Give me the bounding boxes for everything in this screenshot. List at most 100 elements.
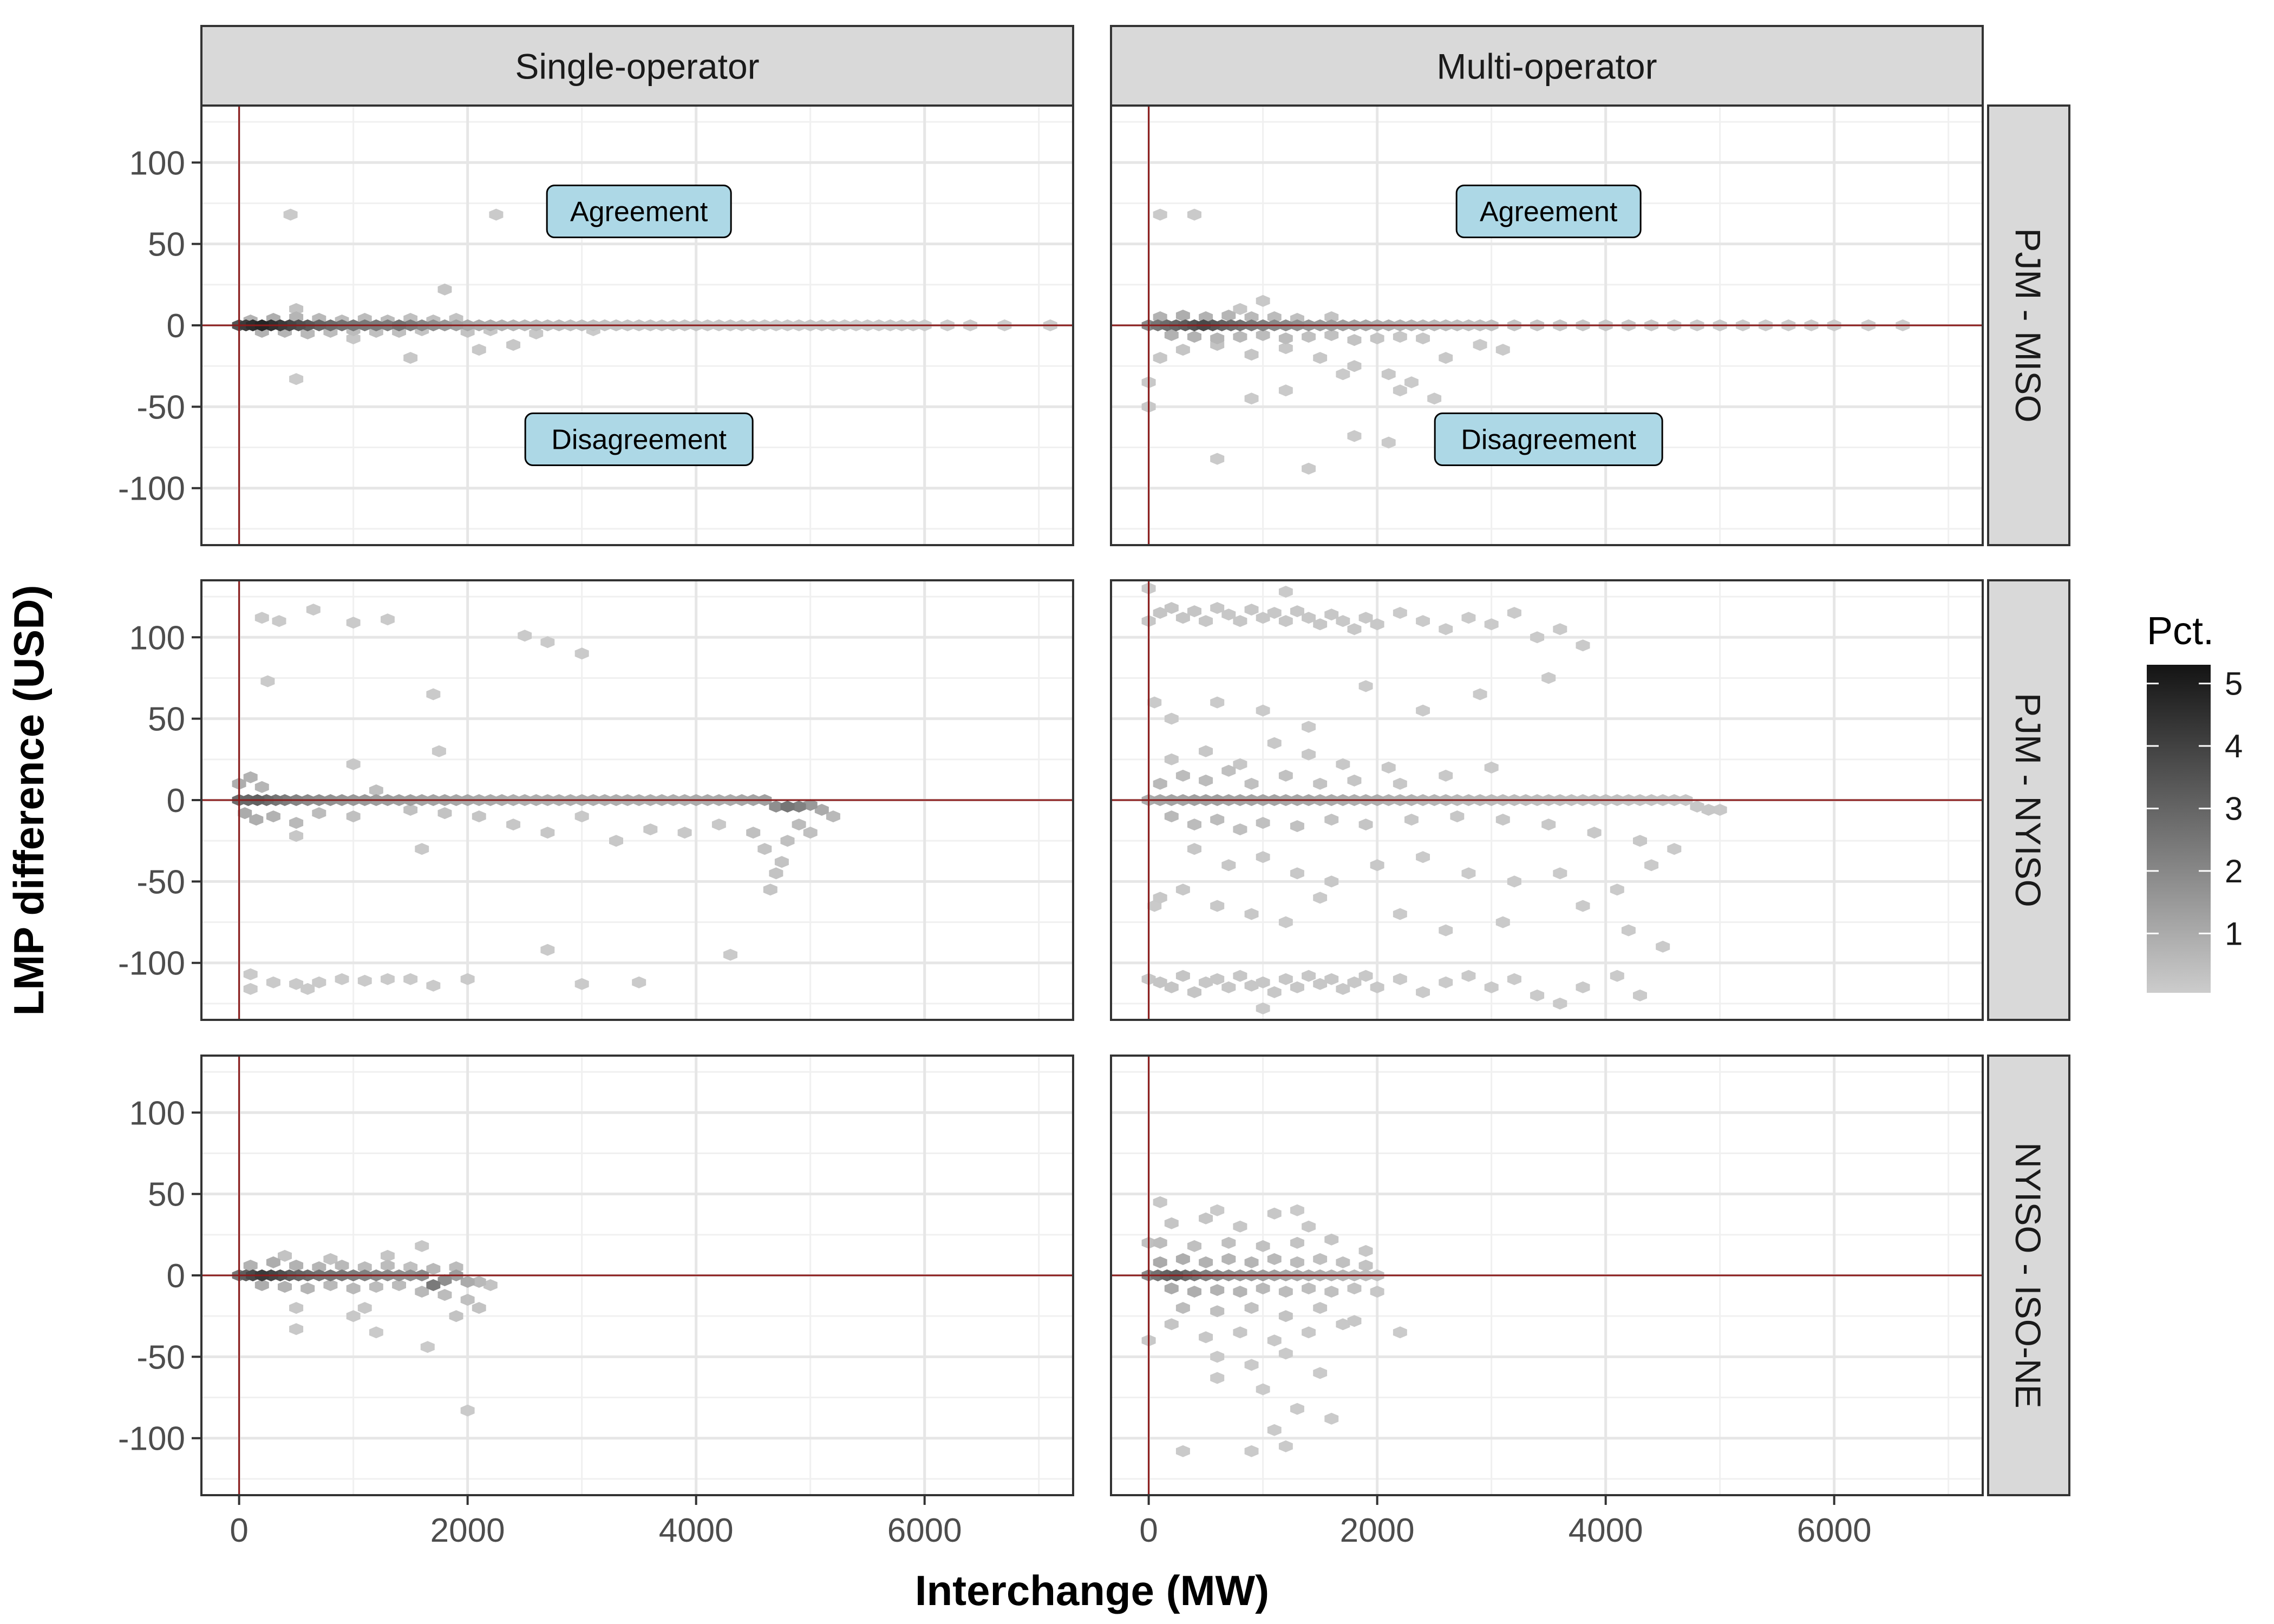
hexbin-cell (1507, 973, 1521, 985)
hexbin-cell (1404, 814, 1419, 826)
hexbin-cell (437, 1289, 452, 1301)
hexbin-cell (1278, 916, 1293, 928)
hexbin-cell (335, 973, 349, 985)
hexbin-cell (1147, 900, 1162, 912)
x-tick-label: 2000 (430, 1512, 505, 1549)
hexbin-cell (1336, 758, 1350, 770)
hexbin-cell (1267, 1253, 1282, 1265)
hexbin-cell (472, 810, 486, 823)
hexbin-cell (506, 818, 520, 831)
hexbin-cell (1461, 867, 1476, 880)
hexbin-cell (1450, 810, 1465, 823)
hexbin-cell (1199, 774, 1213, 787)
y-tick-label: 100 (129, 1095, 185, 1132)
hexbin-cell (1187, 1286, 1201, 1298)
hexbin-cell (1175, 1253, 1190, 1265)
hexbin-cell (369, 1326, 383, 1339)
hexbin-cell (1473, 688, 1487, 700)
hexbin-cell (472, 1276, 486, 1288)
hexbin-cell (1210, 1284, 1225, 1296)
hexbin-cell (1302, 970, 1316, 982)
hexbin-cell (1347, 976, 1362, 988)
y-tick-label: -50 (136, 863, 185, 901)
hexbin-cell (1210, 973, 1225, 985)
hexbin-cell (1153, 777, 1167, 790)
hexbin-cell (1336, 368, 1350, 381)
hexbin-cell (1153, 976, 1167, 988)
y-tick-label: -50 (136, 389, 185, 426)
hexbin-cell (1370, 1286, 1384, 1298)
hexbin-cell (1267, 1207, 1282, 1220)
hexbin-cell (426, 688, 441, 700)
strip-background (1987, 104, 2070, 546)
hexbin-cell (1313, 1302, 1328, 1314)
hexbin-cell (472, 344, 486, 356)
hexbin-cell (1199, 1331, 1213, 1344)
hexbin-cell (272, 615, 286, 627)
hexbin-cell (1324, 1286, 1339, 1298)
hexbin-cell (1358, 970, 1373, 982)
hexbin-cell (1416, 615, 1430, 627)
legend-tick-label: 3 (2225, 790, 2243, 827)
strip-background (1110, 25, 1984, 107)
hexbin-cell (1164, 602, 1179, 614)
strip-pjm-nyiso: PJM - NYISO (1987, 579, 2070, 1021)
hexbin-cell (1302, 1282, 1316, 1295)
annotation-box (524, 412, 754, 467)
strip-label: PJM - MISO (2008, 228, 2048, 422)
hexbin-cell (432, 745, 446, 757)
hexbin-cell (1187, 986, 1201, 998)
hexbin-cell (1576, 981, 1590, 993)
hexbin-cell (1347, 360, 1362, 372)
hexbin-cell (1290, 1256, 1304, 1268)
hexbin-cell (346, 617, 361, 629)
hexbin-cell (1370, 618, 1384, 631)
hexbin-cell (1290, 981, 1304, 993)
hexbin-cell (1256, 294, 1270, 307)
hexbin-cell (1633, 989, 1647, 1001)
hexbin-cell (1233, 823, 1247, 836)
hexbin-cell (1393, 973, 1407, 985)
hexbin-cell (1290, 1403, 1304, 1415)
hexbin-cell (415, 1240, 429, 1252)
hexbin-cell (1187, 605, 1201, 618)
hexbin-cell (1290, 1204, 1304, 1216)
hexbin-cell (1427, 392, 1442, 405)
hexbin-cell (769, 867, 783, 880)
hexbin-cell (1313, 978, 1328, 990)
hexbin-cell (357, 1302, 372, 1314)
hexbin-cell (254, 612, 269, 624)
hexbin-cell (289, 1302, 304, 1314)
hexbin-cell (1187, 208, 1201, 221)
hexbin-cell (1199, 745, 1213, 757)
hexbin-cell (1393, 908, 1407, 920)
hexbin-cell (381, 1260, 395, 1272)
hexbin-cell (1302, 331, 1316, 343)
hexbin-cell (1393, 1326, 1407, 1339)
hexbin-cell (574, 810, 589, 823)
hexbin-cell (1302, 721, 1316, 733)
hexbin-cell (1381, 436, 1396, 449)
hexbin-cell (346, 758, 361, 770)
hexbin-cell (1175, 344, 1190, 356)
hexbin-cell (1347, 774, 1362, 787)
hexbin-cell (1530, 989, 1545, 1001)
hexbin-cell (1347, 623, 1362, 636)
hexbin-cell (1199, 1256, 1213, 1268)
hexbin-cell (1199, 615, 1213, 627)
y-tick-label: 50 (148, 701, 185, 738)
hexbin-cell (1347, 430, 1362, 442)
hexbin-cell (1278, 1347, 1293, 1360)
hexbin-cell (357, 1261, 372, 1273)
hexbin-cell (1495, 344, 1510, 356)
hexbin-cell (1244, 979, 1259, 992)
hexbin-cell (1164, 753, 1179, 765)
hexbin-cell (540, 827, 555, 839)
hexbin-cell (346, 810, 361, 823)
hexbin-cell (1221, 608, 1236, 621)
panel-nyiso-iso-ne-multi-operator (1110, 1055, 1984, 1496)
hexbin-cell (1187, 843, 1201, 855)
panel-pjm-miso-multi-operator: Agreement Disagreement (1110, 104, 1984, 546)
hexbin-cell (1336, 615, 1350, 627)
